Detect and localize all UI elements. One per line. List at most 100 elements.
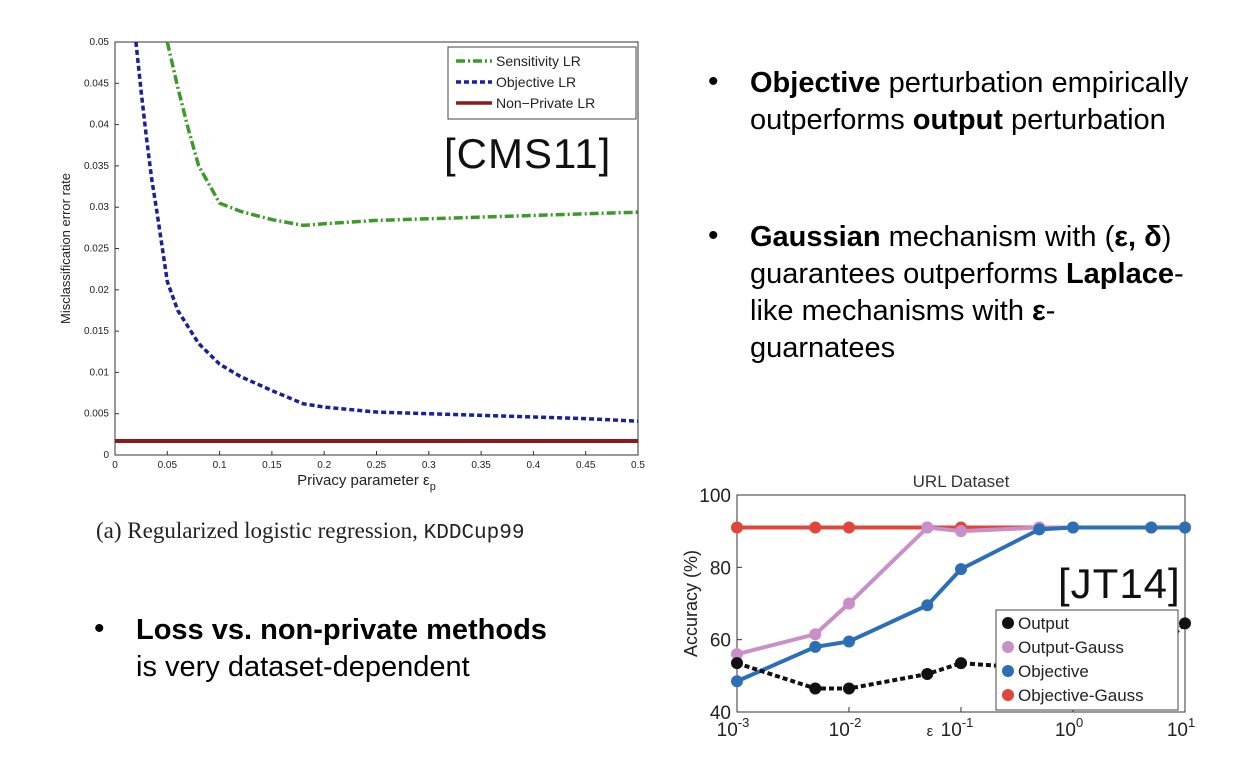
data-point xyxy=(1145,521,1158,534)
y-tick-label: 0.05 xyxy=(90,37,110,48)
x-axis-subscript: p xyxy=(430,481,436,493)
url-chart: URL Dataset 40 60 80 100 1 0 -3 10-2 10-1 100 101 ε A… xyxy=(681,472,1195,741)
bullet-phrase: mechanism with ( xyxy=(880,221,1115,253)
y-tick-label: 0.01 xyxy=(90,367,110,378)
data-point xyxy=(809,682,822,695)
legend-box xyxy=(447,46,637,120)
x-tick-label: 10-1 xyxy=(941,715,974,741)
x-axis-label: Privacy parameter εp xyxy=(297,472,436,493)
y-tick-label: 0.02 xyxy=(90,285,110,296)
y-axis-label: Accuracy (%) xyxy=(681,550,701,657)
x-tick-label: 0.05 xyxy=(158,460,178,471)
y-tick-label: 40 xyxy=(710,703,731,724)
y-tick-label: 60 xyxy=(710,631,731,652)
x-tick-label: 0.45 xyxy=(576,460,596,471)
y-tick-label: 0.015 xyxy=(84,326,109,337)
x-tick-exponent: 0 xyxy=(1076,715,1083,730)
data-point xyxy=(809,628,822,641)
x-tick-label: 0.5 xyxy=(631,460,645,471)
data-point xyxy=(1067,521,1079,534)
bullet-phrase: perturbation empirically outperforms xyxy=(750,67,1189,136)
legend-label: Objective LR xyxy=(496,74,576,90)
bullet-dot: • xyxy=(94,612,105,645)
bullet-objective: • Objective perturbation empirically out… xyxy=(708,65,1190,139)
y-axis-label: Misclassification error rate xyxy=(58,173,73,324)
chart-caption: (a) Regularized logistic regression, KDD… xyxy=(96,518,524,545)
x-tick-label: 0.4 xyxy=(526,460,540,471)
bullet-phrase: -like mechanisms with xyxy=(750,258,1184,327)
series-line-1 xyxy=(134,41,639,423)
data-point xyxy=(1033,523,1046,536)
bullet-phrase: -guarnatees xyxy=(750,295,1056,364)
x-tick-label: 0.25 xyxy=(367,460,387,471)
y-tick-label: 0.045 xyxy=(84,78,109,89)
x-tick-exponent: -2 xyxy=(850,715,862,730)
data-point xyxy=(955,657,967,670)
bullet-bold: Loss vs. non-private methods xyxy=(136,614,547,646)
data-point xyxy=(731,675,743,688)
legend-label: Output xyxy=(1018,614,1069,633)
y-tick-label: 0 xyxy=(103,450,109,461)
x-tick-label: 10-2 xyxy=(829,715,862,741)
y-tick-label: 0.04 xyxy=(90,120,110,131)
citation-jt14: [JT14] xyxy=(1058,560,1181,607)
legend-label: Objective-Gauss xyxy=(1018,686,1144,705)
x-tick-label: 0.2 xyxy=(317,460,331,471)
x-tick-exponent: 1 xyxy=(1188,715,1195,730)
data-point xyxy=(843,521,855,534)
y-tick-label: 0.005 xyxy=(84,409,109,420)
data-point xyxy=(921,668,934,681)
data-point xyxy=(809,640,822,653)
bullet-emphasis: ε xyxy=(1032,295,1046,327)
chart-title: URL Dataset xyxy=(913,472,1010,491)
x-tick-label: 0.3 xyxy=(422,460,436,471)
bullet-emphasis: Laplace xyxy=(1065,258,1174,290)
bullet-text: Gaussian mechanism with (ε, δ) guarantee… xyxy=(750,221,1184,364)
y-tick-label: 100 xyxy=(699,486,731,507)
legend-label: Objective xyxy=(1018,662,1089,681)
data-point xyxy=(921,599,934,612)
legend-marker xyxy=(1002,641,1014,653)
data-point xyxy=(843,635,855,648)
bullet-loss: • Loss vs. non-private methods is very d… xyxy=(94,612,656,686)
y-tick-label: 0.035 xyxy=(84,161,109,172)
data-point xyxy=(955,563,967,576)
data-point xyxy=(809,521,822,534)
data-point xyxy=(731,657,743,670)
x-tick-label: 101 xyxy=(1167,715,1195,741)
data-point xyxy=(955,525,967,538)
legend-label: Sensitivity LR xyxy=(496,53,581,69)
bullet-emphasis: Objective xyxy=(750,67,881,99)
bullet-dot: • xyxy=(708,219,719,252)
x-tick-label: 0.15 xyxy=(262,460,282,471)
x-tick-exponent: -3 xyxy=(738,715,750,730)
y-tick-label: 0.025 xyxy=(84,244,109,255)
bullet-gaussian: • Gaussian mechanism with (ε, δ) guarant… xyxy=(708,219,1190,367)
x-tick-label: 0.1 xyxy=(213,460,227,471)
data-point xyxy=(1179,617,1191,630)
bullet-rest: is very dataset-dependent xyxy=(136,651,470,683)
x-tick-exponent: -1 xyxy=(962,715,974,730)
legend-box xyxy=(995,609,1179,711)
data-point xyxy=(1179,521,1191,534)
legend-marker xyxy=(1002,665,1014,677)
citation-cms11: [CMS11] xyxy=(444,130,612,177)
x-tick-label: 0.35 xyxy=(471,460,491,471)
bullet-phrase: ) guarantees outperforms xyxy=(750,221,1172,290)
caption-text: (a) Regularized logistic regression, xyxy=(96,518,424,543)
legend-label: Output-Gauss xyxy=(1018,638,1124,657)
data-point xyxy=(843,597,855,610)
x-tick-label: 100 xyxy=(1055,715,1083,741)
x-tick-label: 0 xyxy=(112,460,118,471)
series-line-0 xyxy=(165,41,639,228)
data-point xyxy=(843,682,855,695)
bullet-dot: • xyxy=(708,65,719,98)
legend-marker xyxy=(1002,689,1014,701)
bullet-text: Objective perturbation empirically outpe… xyxy=(750,67,1188,136)
data-point xyxy=(921,521,934,534)
bullet-phrase: perturbation xyxy=(1002,104,1166,136)
y-tick-label: 80 xyxy=(710,558,731,579)
x-axis-label: ε xyxy=(927,723,934,740)
legend-marker xyxy=(1002,617,1014,629)
legend-label: Non−Private LR xyxy=(496,95,595,111)
